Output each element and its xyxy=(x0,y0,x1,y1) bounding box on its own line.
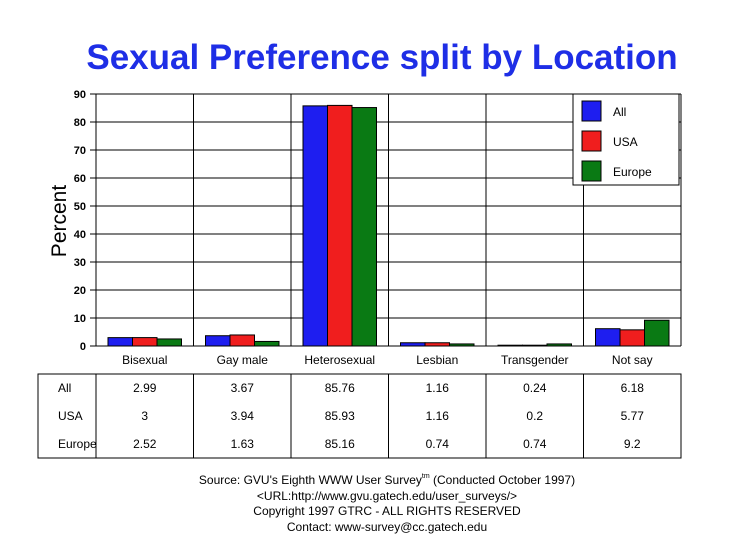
table-cell-value: 3.94 xyxy=(231,409,255,423)
legend-label-europe: Europe xyxy=(613,165,652,179)
bar-chart: 0 10 20 30 40 50 60 70 80 90 Percent Bisexual Gay ma… xyxy=(37,89,682,459)
x-category-label: Bisexual xyxy=(122,353,167,367)
legend-swatch-usa xyxy=(581,130,602,152)
table-cell-value: 9.2 xyxy=(624,437,641,451)
x-category-label: Not say xyxy=(612,353,653,367)
x-category-label: Lesbian xyxy=(416,353,458,367)
table-cell-value: 3.67 xyxy=(231,381,255,395)
table-cell-value: 1.16 xyxy=(426,381,450,395)
legend-swatch-all xyxy=(581,100,602,122)
table-cell-value: 0.2 xyxy=(526,409,543,423)
y-tick-label: 20 xyxy=(74,285,86,297)
bar-usa-not-say xyxy=(619,329,645,347)
source-line: Source: GVU's Eighth WWW User Surveytm (… xyxy=(0,469,729,489)
table-row-label-usa: USA xyxy=(58,409,83,423)
trademark-mark: tm xyxy=(421,473,430,480)
bar-usa-bisexual xyxy=(132,337,158,347)
bar-all-gay-male xyxy=(205,335,231,347)
x-category-label: Gay male xyxy=(217,353,269,367)
bar-europe-not-say xyxy=(644,319,670,347)
table-cell-value: 0.74 xyxy=(523,437,547,451)
table-cell-value: 1.16 xyxy=(426,409,450,423)
survey-date: (Conducted October 1997) xyxy=(429,473,576,487)
source-url: <URL:http://www.gvu.gatech.edu/user_surv… xyxy=(256,488,518,503)
bar-all-bisexual xyxy=(107,337,133,347)
bar-usa-lesbian xyxy=(424,342,450,347)
table-cell-value: 6.18 xyxy=(621,381,645,395)
bar-all-transgender xyxy=(497,344,523,347)
legend-label-usa: USA xyxy=(613,135,638,149)
bar-europe-gay-male xyxy=(254,340,280,347)
table-cell-value: 85.16 xyxy=(325,437,355,451)
bar-europe-bisexual xyxy=(156,338,182,347)
y-tick-label: 90 xyxy=(74,89,86,101)
y-tick-label: 10 xyxy=(74,313,86,325)
legend-swatch-europe xyxy=(581,160,602,182)
table-cell-value: 5.77 xyxy=(621,409,645,423)
source-text: Source: GVU's Eighth WWW User Survey xyxy=(198,473,422,487)
table-cell-value: 2.52 xyxy=(133,437,157,451)
contact: Contact: www-survey@cc.gatech.edu xyxy=(286,519,488,534)
bar-europe-lesbian xyxy=(449,343,475,347)
y-tick-label: 60 xyxy=(74,173,86,185)
table-cell-value: 1.63 xyxy=(231,437,255,451)
source-footer: Source: GVU's Eighth WWW User Surveytm (… xyxy=(0,469,729,535)
bar-usa-gay-male xyxy=(229,334,255,347)
y-tick-label: 80 xyxy=(74,117,86,129)
table-cell-value: 0.24 xyxy=(523,381,547,395)
bar-europe-transgender xyxy=(546,343,572,347)
bar-usa-transgender xyxy=(522,344,548,347)
table-cell-value: 3 xyxy=(141,409,148,423)
y-tick-label: 30 xyxy=(74,257,86,269)
chart-title: Sexual Preference split by Location xyxy=(86,38,678,77)
table-row-label-all: All xyxy=(58,381,71,395)
y-axis-label: Percent xyxy=(48,185,71,258)
bar-europe-heterosexual xyxy=(351,107,377,347)
y-tick-label: 0 xyxy=(80,341,86,353)
bar-all-not-say xyxy=(595,328,621,347)
bar-all-lesbian xyxy=(400,342,426,347)
table-row-label-europe: Europe xyxy=(58,437,97,451)
y-tick-label: 40 xyxy=(74,229,86,241)
bar-usa-heterosexual xyxy=(327,104,353,347)
table-cell-value: 2.99 xyxy=(133,381,157,395)
copyright: Copyright 1997 GTRC - ALL RIGHTS RESERVE… xyxy=(253,504,521,518)
x-category-label: Transgender xyxy=(501,353,569,367)
y-tick-label: 50 xyxy=(74,201,86,213)
bar-all-heterosexual xyxy=(302,105,328,347)
data-table-border xyxy=(37,373,682,459)
legend-label-all: All xyxy=(613,105,626,119)
x-category-label: Heterosexual xyxy=(304,353,375,367)
table-cell-value: 0.74 xyxy=(426,437,450,451)
table-cell-value: 85.93 xyxy=(325,409,355,423)
table-cell-value: 85.76 xyxy=(325,381,355,395)
y-tick-label: 70 xyxy=(74,145,86,157)
